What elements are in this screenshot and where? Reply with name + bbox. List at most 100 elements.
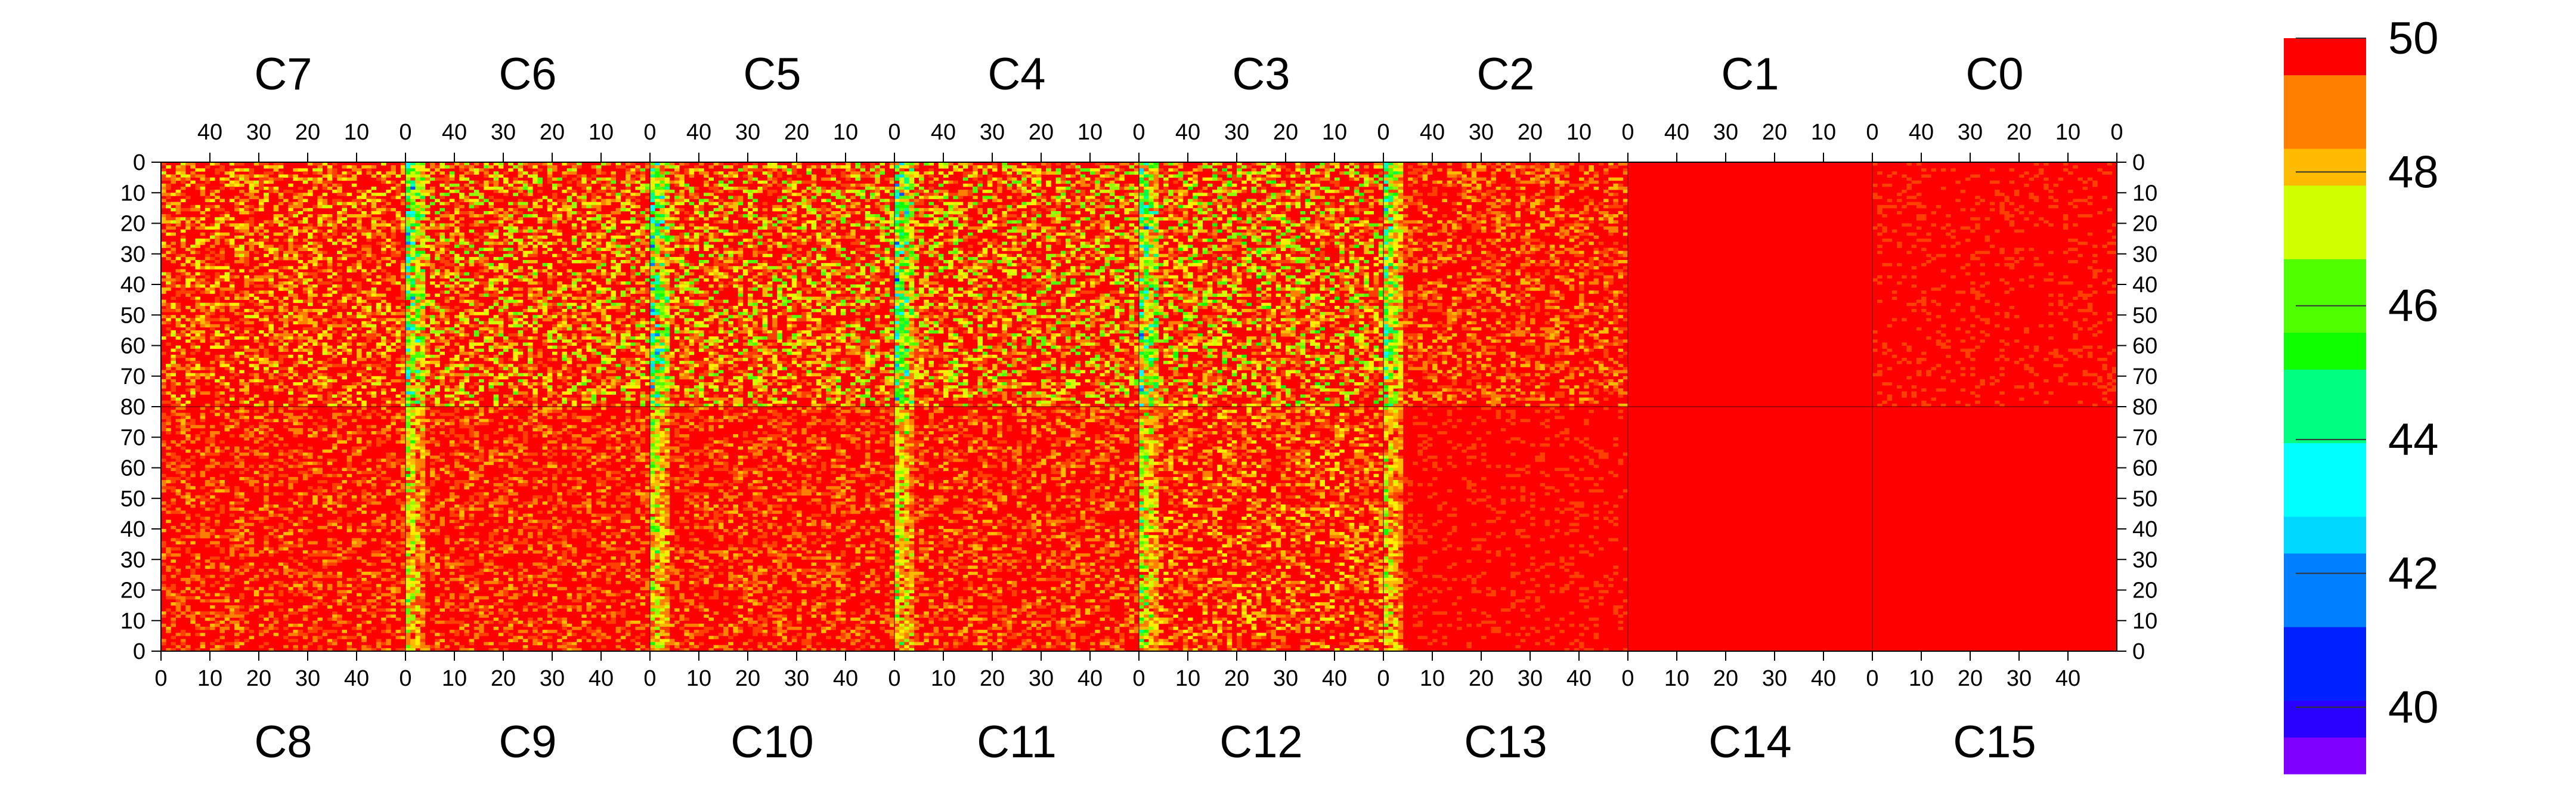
heat-cell <box>704 382 709 386</box>
heat-cell <box>405 199 411 203</box>
heat-cell <box>742 351 748 355</box>
heat-cell <box>249 321 255 325</box>
heat-cell <box>522 250 528 255</box>
heat-cell <box>435 394 440 398</box>
heat-cell <box>180 272 186 276</box>
heat-cell <box>195 287 200 291</box>
heat-cell <box>469 385 475 389</box>
heat-cell <box>410 193 416 196</box>
heat-cell <box>684 391 689 395</box>
heat-cell <box>454 229 460 233</box>
heat-cell <box>298 275 304 279</box>
heat-cell <box>581 333 587 337</box>
heat-cell <box>601 358 606 361</box>
heat-cell <box>522 244 528 248</box>
heat-cell <box>704 391 709 395</box>
heat-cell <box>430 388 435 392</box>
heat-cell <box>444 370 450 374</box>
heat-cell <box>611 211 616 215</box>
heat-cell <box>205 318 210 321</box>
heat-cell <box>699 333 704 337</box>
heat-cell <box>581 174 587 178</box>
heat-cell <box>171 232 176 236</box>
heat-cell <box>308 293 313 297</box>
heat-cell <box>693 364 699 367</box>
heat-cell <box>635 168 640 172</box>
heat-cell <box>298 339 304 343</box>
heat-cell <box>317 263 323 267</box>
heat-cell <box>366 373 371 377</box>
heat-cell <box>283 324 289 328</box>
heat-cell <box>459 174 465 178</box>
heat-cell <box>371 253 377 258</box>
heat-cell <box>395 211 401 215</box>
heat-cell <box>547 171 553 175</box>
heat-cell <box>528 385 533 389</box>
heat-cell <box>635 214 640 218</box>
heat-cell <box>171 242 176 245</box>
heat-cell <box>229 287 235 291</box>
heat-cell <box>655 275 660 279</box>
heat-cell <box>738 379 744 383</box>
heat-cell <box>308 296 313 301</box>
heat-cell <box>626 333 631 337</box>
heat-cell <box>317 220 323 224</box>
heat-cell <box>669 208 675 212</box>
heat-cell <box>611 391 616 395</box>
heat-cell <box>591 336 597 340</box>
heat-cell <box>718 287 724 291</box>
heat-cell <box>484 165 489 169</box>
heat-cell <box>566 275 572 279</box>
heat-cell <box>288 214 293 218</box>
heat-cell <box>312 236 318 239</box>
heat-cell <box>640 400 646 404</box>
heat-cell <box>713 232 719 236</box>
heat-cell <box>528 187 533 190</box>
heat-cell <box>215 299 220 304</box>
heat-cell <box>650 187 655 190</box>
heat-cell <box>679 260 685 264</box>
heat-cell <box>689 272 695 276</box>
heat-cell <box>376 364 382 367</box>
heat-cell <box>166 183 171 187</box>
heat-cell <box>415 260 420 264</box>
heat-cell <box>581 180 587 184</box>
heat-cell <box>293 202 298 206</box>
heat-cell <box>693 244 699 248</box>
heat-cell <box>606 244 611 248</box>
heat-cell <box>219 358 225 361</box>
heat-cell <box>249 242 255 245</box>
heat-cell <box>586 367 592 370</box>
heat-cell <box>571 165 577 169</box>
heat-cell <box>513 229 518 233</box>
heat-cell <box>298 220 304 224</box>
heat-cell <box>415 220 420 224</box>
heat-cell <box>488 165 494 169</box>
heat-cell <box>532 177 538 181</box>
heat-cell <box>513 256 518 261</box>
heat-cell <box>249 348 255 352</box>
heat-cell <box>630 290 636 294</box>
heat-cell <box>708 321 714 325</box>
heat-cell <box>361 345 367 349</box>
heat-cell <box>635 361 640 364</box>
heat-cell <box>699 226 704 230</box>
heat-cell <box>439 351 445 355</box>
heat-cell <box>748 391 753 395</box>
heat-cell <box>679 330 685 334</box>
heat-cell <box>650 382 655 386</box>
heat-cell <box>748 394 753 398</box>
heat-cell <box>371 293 377 297</box>
heat-cell <box>302 208 308 212</box>
heat-cell <box>454 253 460 258</box>
heat-cell <box>346 226 352 230</box>
heat-cell <box>371 256 377 261</box>
heat-cell <box>337 299 342 304</box>
heat-cell <box>337 269 342 273</box>
heat-cell <box>459 284 465 288</box>
heat-cell <box>547 302 553 306</box>
heat-cell <box>175 309 181 312</box>
heat-cell <box>405 333 411 337</box>
heat-cell <box>205 177 210 181</box>
heat-cell <box>298 376 304 380</box>
